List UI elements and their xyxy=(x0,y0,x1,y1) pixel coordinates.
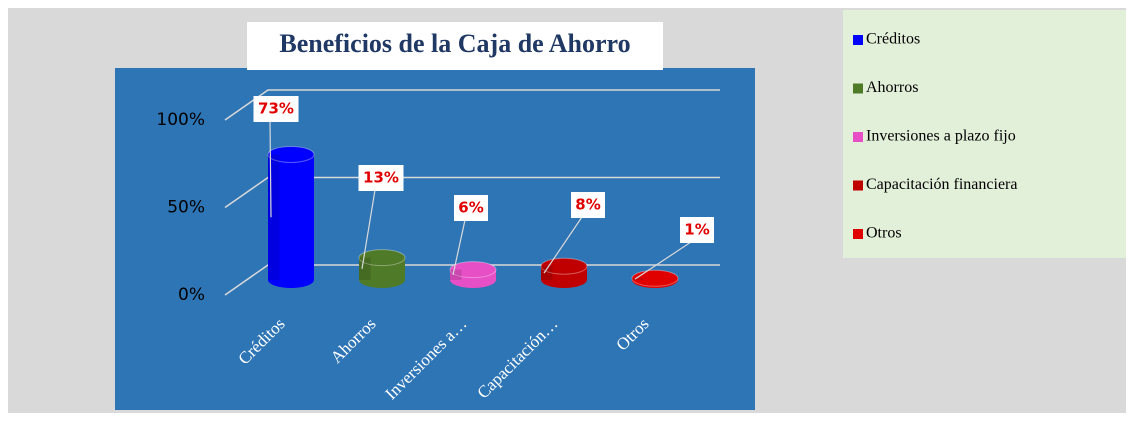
data-label: 73% xyxy=(258,100,294,118)
legend-label: Capacitación financiera xyxy=(866,176,1017,193)
bar xyxy=(540,257,588,288)
legend-swatch xyxy=(853,83,863,94)
legend-swatch xyxy=(853,132,863,142)
data-label-box xyxy=(680,217,714,243)
bar-shade xyxy=(268,154,280,280)
legend-label: Ahorros xyxy=(866,79,918,96)
title-box xyxy=(247,22,663,70)
data-label-box xyxy=(253,96,299,122)
bar-top xyxy=(631,269,679,287)
y-tick-label: 50% xyxy=(167,198,205,218)
bar-body xyxy=(359,257,405,288)
leader-line xyxy=(269,120,272,218)
leader-line xyxy=(543,216,583,274)
leader-line xyxy=(452,219,466,275)
bar xyxy=(358,249,406,288)
legend-label: Otros xyxy=(866,225,902,242)
data-label: 13% xyxy=(363,169,399,187)
legend-label: Créditos xyxy=(866,31,920,48)
data-label: 6% xyxy=(458,199,483,217)
bar xyxy=(449,261,497,288)
leader-line xyxy=(361,189,376,269)
plot-area xyxy=(115,68,755,410)
bar-top xyxy=(540,257,588,275)
legend xyxy=(843,10,1126,258)
data-label-box xyxy=(358,165,404,191)
legend-swatch xyxy=(853,35,863,45)
bar-top xyxy=(449,261,497,279)
bar xyxy=(267,145,315,288)
legend-swatch xyxy=(853,229,863,239)
chart-title: Beneficios de la Caja de Ahorro xyxy=(279,29,630,58)
bar-top xyxy=(267,145,315,163)
data-label-box xyxy=(571,192,605,218)
data-label: 8% xyxy=(575,196,600,214)
y-tick-label: 100% xyxy=(156,110,205,130)
bar xyxy=(631,269,679,288)
data-label: 1% xyxy=(684,221,709,239)
data-label-box xyxy=(454,195,488,221)
bar-shade xyxy=(450,269,462,280)
bar-shade xyxy=(632,278,644,280)
legend-swatch xyxy=(853,180,863,191)
bar-body xyxy=(268,154,314,288)
bar-top xyxy=(358,249,406,267)
bar-shade xyxy=(541,266,553,280)
grid-line xyxy=(224,89,720,121)
legend-label: Inversiones a plazo fijo xyxy=(866,128,1016,145)
bar-shade xyxy=(359,257,371,280)
y-tick-label: 0% xyxy=(178,285,205,305)
leader-line xyxy=(634,241,692,280)
